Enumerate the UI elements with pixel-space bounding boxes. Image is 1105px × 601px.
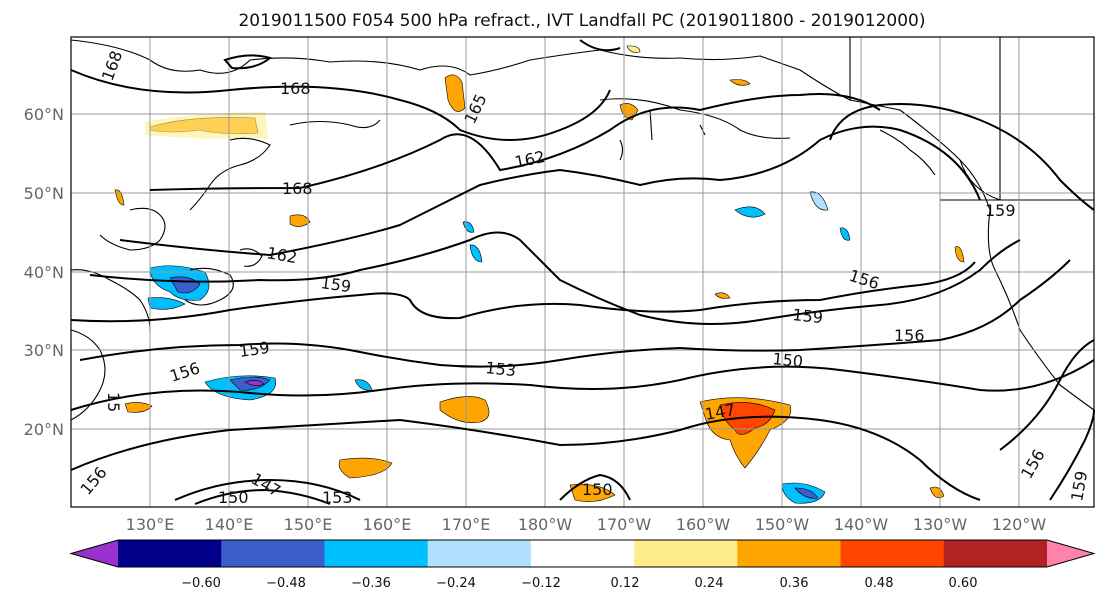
contour-label: 168: [280, 79, 311, 98]
colorbar-swatches: [69, 539, 1096, 568]
contour-label: 15: [104, 392, 123, 412]
latitude-labels: 60°N 50°N 40°N 30°N 20°N: [24, 105, 64, 439]
contour-label: 150: [582, 480, 613, 499]
colorbar-swatch: [427, 540, 532, 567]
colorbar-extend-low: [71, 540, 118, 567]
lat-label: 40°N: [24, 263, 64, 282]
lon-label: 120°W: [992, 515, 1047, 534]
colorbar-swatch: [840, 540, 945, 567]
colorbar-swatch: [221, 540, 325, 567]
colorbar-swatch: [118, 540, 222, 567]
shade-patch: [114, 189, 125, 206]
map-area: 168 168 168 165 162 162 159 159 159 159 …: [70, 36, 1095, 508]
shade-patch: [569, 484, 616, 502]
shade-patch: [289, 214, 311, 227]
shade-patch: [338, 457, 393, 479]
shade-patch: [244, 380, 265, 386]
lon-label: 170°W: [597, 515, 652, 534]
colorbar-outline: [69, 539, 1096, 568]
shade-patch: [714, 292, 731, 299]
colorbar-tick-label: −0.24: [436, 576, 476, 591]
colorbar-tick-label: 0.12: [611, 576, 640, 591]
lon-label: 150°E: [284, 515, 333, 534]
map-border: [70, 36, 1095, 508]
shade-patch: [626, 45, 641, 53]
contour-label: 153: [485, 358, 517, 380]
shade-patch: [734, 206, 766, 218]
shade-patch: [444, 74, 466, 112]
contour-label: 150: [218, 488, 249, 507]
shade-patch: [354, 379, 373, 391]
shade-patch: [794, 487, 819, 499]
contour-label: 159: [792, 305, 824, 327]
contour-label: 153: [322, 488, 353, 507]
shade-patch: [469, 244, 483, 263]
contour-label: 159: [238, 338, 271, 361]
shade-patch: [145, 112, 268, 139]
shade-patch: [439, 396, 490, 424]
lon-label: 180°W: [518, 515, 573, 534]
contour-label: 156: [894, 326, 925, 345]
lat-label: 60°N: [24, 105, 64, 124]
shade-patch: [729, 79, 751, 86]
colorbar-swatch: [530, 540, 635, 567]
shade-patch: [954, 246, 965, 263]
colorbar-tick-label: −0.60: [181, 576, 221, 591]
colorbar: −0.60 −0.48 −0.36 −0.24 −0.12 0.12 0.24 …: [69, 539, 1096, 591]
colorbar-tick-label: −0.12: [521, 576, 561, 591]
lon-label: 140°E: [205, 515, 254, 534]
lat-label: 20°N: [24, 420, 64, 439]
colorbar-swatch: [634, 540, 738, 567]
colorbar-swatch: [943, 540, 1048, 567]
colorbar-tick-label: −0.36: [351, 576, 391, 591]
lat-label: 30°N: [24, 341, 64, 360]
colorbar-tick-label: 0.24: [695, 576, 724, 591]
colorbar-tick-label: 0.48: [865, 576, 894, 591]
lon-label: 160°E: [363, 515, 412, 534]
lon-label: 160°W: [676, 515, 731, 534]
shade-patch: [147, 297, 186, 310]
contour-label: 159: [985, 201, 1016, 220]
lon-label: 130°W: [913, 515, 968, 534]
colorbar-swatch: [324, 540, 429, 567]
colorbar-swatch: [737, 540, 842, 567]
colorbar-tick-labels: −0.60 −0.48 −0.36 −0.24 −0.12 0.12 0.24 …: [181, 576, 977, 591]
lon-label: 140°W: [834, 515, 889, 534]
lon-label: 130°E: [126, 515, 175, 534]
longitude-labels: 130°E 140°E 150°E 160°E 170°E 180°W 170°…: [126, 515, 1047, 534]
figure-title: 2019011500 F054 500 hPa refract., IVT La…: [238, 11, 925, 31]
colorbar-extend-high: [1047, 540, 1094, 567]
shade-patch: [839, 227, 851, 241]
contour-label: 150: [772, 349, 804, 371]
contour-label: 168: [282, 179, 313, 198]
lon-label: 170°E: [442, 515, 491, 534]
colorbar-tick-label: 0.36: [780, 576, 809, 591]
lon-label: 150°W: [755, 515, 810, 534]
lat-label: 50°N: [24, 184, 64, 203]
colorbar-tick-label: −0.48: [266, 576, 306, 591]
colorbar-tick-label: 0.60: [949, 576, 978, 591]
shade-patch: [719, 402, 776, 435]
contours: [70, 39, 1095, 505]
shade-patch: [124, 402, 153, 413]
contour-label: 159: [319, 273, 352, 296]
